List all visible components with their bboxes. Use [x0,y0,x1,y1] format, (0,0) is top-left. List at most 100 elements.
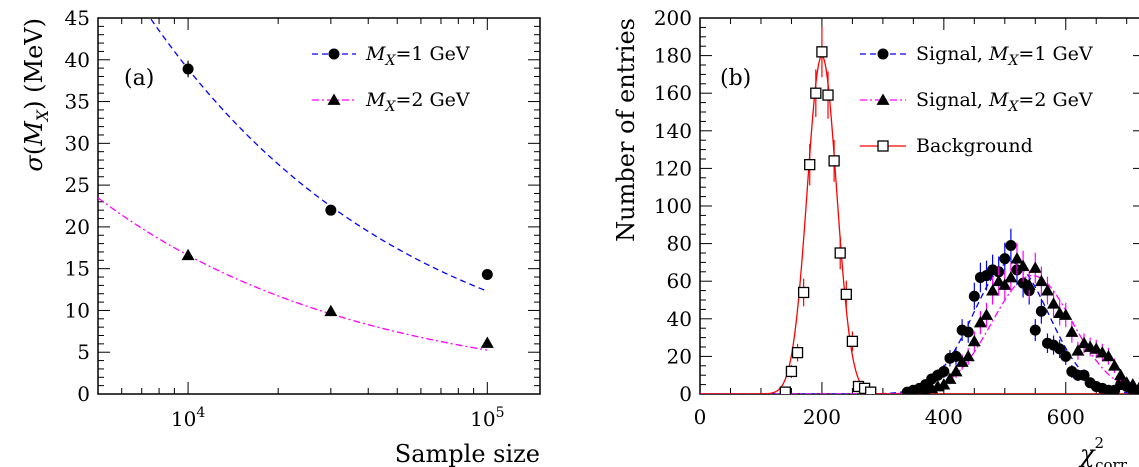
legend-marker [876,93,890,105]
y-tick-label: 140 [654,119,692,143]
data-point [181,248,195,261]
panel-a-y-axis-title: σ(MX) (MeV) [20,18,52,172]
x-tick-base: 10 [171,407,196,431]
legend-label-main: M [365,43,386,65]
y-tick-label: 45 [65,6,90,30]
panel-a-data-points [181,60,494,348]
fit-curve-series-0 [149,18,488,292]
data-point [324,304,338,317]
y-tick-label: 0 [77,382,90,406]
data-point [810,87,822,99]
data-point [1089,342,1103,354]
legend-label: Signal, MX=1 GeV [916,43,1093,69]
data-point [1005,239,1017,251]
data-point [1071,344,1085,356]
panel-b-y-axis-title: Number of entries [612,18,640,242]
data-point [481,269,493,281]
legend-label-rest: =2 GeV [1018,89,1092,111]
y-tick-label: 180 [654,44,692,68]
data-point [1077,336,1091,349]
data-point [1108,359,1122,371]
x-tick-label: 600 [1047,405,1085,429]
data-point [1060,350,1072,362]
y-tick-label: 120 [654,156,692,180]
data-point [1028,261,1042,273]
y-tick-label: 30 [65,131,90,155]
y-tick-label: 20 [667,344,692,368]
data-point [865,386,877,394]
data-point [828,155,840,167]
data-point [779,386,791,394]
data-point [182,63,194,75]
y-title-m: M [20,120,48,147]
legend-label-sub: X [384,99,396,115]
panel-b-ticks: 0 20 40 60 80 100 120 140 160 180 200 0 200 400 600 [654,6,1139,429]
y-title-sigma: σ [20,155,48,172]
data-point [1029,324,1041,336]
fit-curve-series-1 [98,197,488,351]
data-point [834,247,846,259]
panel-b-label: (b) [720,66,751,91]
y-tick-label: 60 [667,269,692,293]
y-tick-label: 200 [654,6,692,30]
panel-a-frame [97,17,541,395]
y-title-sub: X [33,109,52,123]
data-point [804,158,816,171]
legend-label-main: M [365,89,386,111]
x-tick-exponent: 4 [196,405,205,421]
data-point [1034,274,1048,287]
data-point [1040,284,1054,296]
data-point [961,349,975,362]
y-tick-label: 0 [679,382,692,406]
y-tick-label: 20 [65,215,90,239]
data-point [967,334,981,347]
data-point [973,316,987,328]
data-point [1035,305,1047,317]
y-tick-label: 40 [65,48,90,72]
data-point [1065,325,1079,337]
data-point [797,286,810,299]
legend-label-sub: X [1007,53,1019,69]
data-point [480,336,494,348]
legend-label-rest: =1 GeV [395,43,469,65]
data-point [1078,369,1090,381]
y-tick-label: 10 [65,298,90,322]
x-tick-label: 0 [694,405,707,429]
legend-label-main: M [988,89,1009,111]
x-tick-label: 105 [470,405,504,431]
data-point [325,204,337,216]
data-point [785,365,798,378]
legend-label-rest: =2 GeV [395,89,469,111]
data-point [1126,378,1139,390]
legend-label: MX=2 GeV [365,89,470,115]
panel-b-frame [699,17,1139,395]
y-tick-label: 40 [667,307,692,331]
data-point [950,350,962,362]
x-tick-base: 10 [470,407,495,431]
legend-label-sub: X [1007,99,1019,115]
data-point [846,335,859,348]
legend-marker [877,140,889,152]
panel-b: 0 20 40 60 80 100 120 140 160 180 200 0 200 400 600 (b… [612,6,1139,467]
panel-a-x-axis-title: Sample size [395,440,540,467]
data-point [998,278,1012,290]
x-title-chi: χ [1078,440,1096,467]
legend-label: MX=1 GeV [365,43,470,69]
legend-label-rest: =1 GeV [1018,43,1092,65]
x-tick-label: 104 [171,405,205,431]
panel-a-fit-curves [98,18,488,351]
legend-label-prefix: Signal, [916,43,989,65]
data-point [822,89,834,101]
data-point [980,308,994,320]
data-point [840,288,852,301]
data-point [1047,297,1061,309]
legend-label: Background [916,135,1033,157]
x-tick-label: 200 [803,405,841,429]
y-tick-label: 5 [77,340,90,364]
data-point [992,274,1006,287]
y-tick-label: 100 [654,194,692,218]
